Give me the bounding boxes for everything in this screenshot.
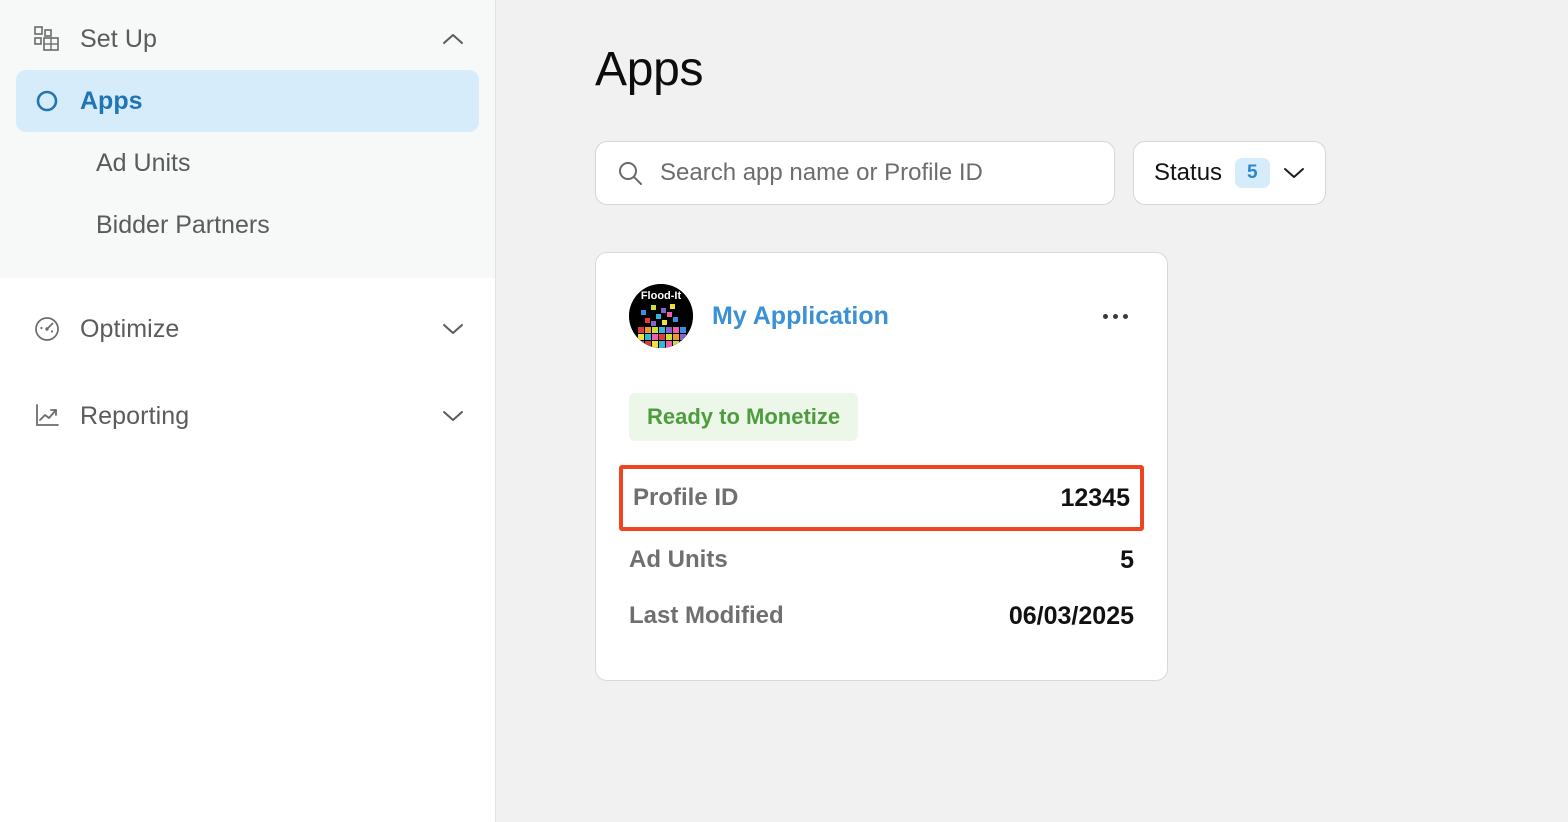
sidebar-item-apps[interactable]: Apps [16,70,479,132]
app-card-header: Flood-It My Application [629,284,1134,348]
search-box[interactable] [595,141,1115,205]
app-detail-list: Profile ID 12345 Ad Units 5 Last Modifie… [619,465,1144,644]
detail-key: Last Modified [629,602,784,629]
nav-group-optimize: Optimize [0,278,495,360]
sidebar-group-label-optimize: Optimize [80,314,180,343]
sidebar-item-label-ad-units: Ad Units [96,148,191,177]
sidebar-item-bidder-partners[interactable]: Bidder Partners [16,194,479,256]
detail-key: Ad Units [629,546,728,573]
speedometer-icon [32,314,62,344]
svg-text:Flood-It: Flood-It [641,290,682,302]
sidebar-group-label-reporting: Reporting [80,401,190,430]
chevron-down-icon[interactable] [441,404,465,428]
kebab-dot [1122,313,1128,319]
kebab-dot [1102,313,1108,319]
line-chart-icon [32,401,62,431]
sidebar-group-header-set-up[interactable]: Set Up [0,8,495,70]
status-badge: Ready to Monetize [629,393,859,441]
sidebar-item-label-apps: Apps [80,86,143,115]
status-filter-dropdown[interactable]: Status 5 [1133,141,1326,205]
sidebar-group-label-set-up: Set Up [80,24,158,53]
page-title: Apps [595,43,704,96]
flood-it-app-icon: Flood-It [629,284,693,348]
detail-value: 5 [1120,545,1134,574]
circle-icon [32,86,62,116]
nav-group-reporting: Reporting [0,360,495,447]
search-icon [616,159,644,187]
status-filter-count-badge: 5 [1235,157,1270,189]
chevron-down-icon[interactable] [1283,166,1305,180]
search-input[interactable] [660,142,1094,204]
nav-group-set-up: Set Up Apps Ad Units Bidd [0,0,495,278]
detail-key: Profile ID [633,484,739,511]
main-content: Apps Status 5 [496,0,1568,822]
sidebar-item-label-bidder-partners: Bidder Partners [96,210,270,239]
detail-row-profile-id: Profile ID 12345 [619,465,1144,531]
status-filter-label: Status [1154,159,1223,186]
detail-value: 06/03/2025 [1008,601,1134,630]
chevron-down-icon[interactable] [441,317,465,341]
kebab-dot [1112,313,1118,319]
sidebar: Set Up Apps Ad Units Bidd [0,0,496,822]
sidebar-group-header-reporting[interactable]: Reporting [0,385,495,447]
filter-toolbar: Status 5 [595,141,1568,205]
detail-row-last-modified: Last Modified 06/03/2025 [629,588,1134,644]
detail-value: 12345 [1060,483,1130,512]
sidebar-item-ad-units[interactable]: Ad Units [16,132,479,194]
app-name-link[interactable]: My Application [712,301,889,330]
detail-row-ad-units: Ad Units 5 [629,532,1134,588]
app-card: Flood-It My Application Ready to Monetiz… [595,252,1168,681]
kebab-menu-icon[interactable] [1096,297,1134,335]
chevron-up-icon[interactable] [441,27,465,51]
sidebar-group-header-optimize[interactable]: Optimize [0,298,495,360]
grid-squares-icon [32,24,62,54]
